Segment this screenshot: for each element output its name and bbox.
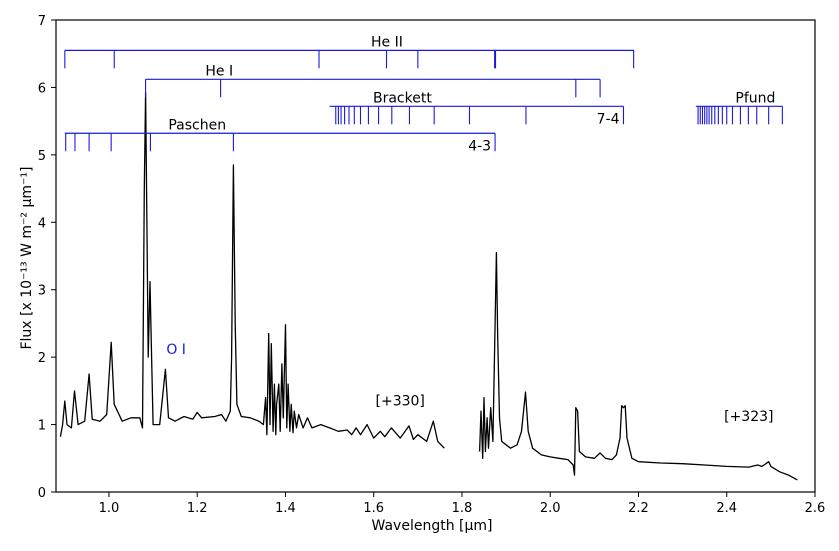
paschen-label: Paschen: [168, 117, 226, 133]
x-tick-label: 2.2: [628, 501, 649, 516]
plot-frame: [55, 19, 816, 493]
axes: 1.0 1.2 1.4 1.6 1.8 2.0 2.2 2.4 2.6 0 1 2 3 4 5 6 7: [38, 14, 826, 516]
y-tick-label: 6: [38, 81, 46, 96]
y-tick-label: 3: [38, 284, 46, 299]
y-axis-label: Flux [x 10⁻¹³ W m⁻² μm⁻¹]: [19, 166, 35, 349]
series-pfund: Pfund: [695, 90, 783, 125]
y-tick-label: 4: [38, 216, 46, 231]
x-tick-label: 2.4: [716, 501, 737, 516]
x-tick-label: 1.6: [363, 501, 384, 516]
x-tick-label: 1.8: [452, 501, 473, 516]
x-tick-label: 1.2: [187, 501, 208, 516]
he-i-label: He I: [205, 63, 233, 79]
he-ii-label: He II: [371, 34, 403, 50]
x-tick-label: 1.0: [99, 501, 120, 516]
oi-label: O I: [166, 342, 186, 358]
pfund-label: Pfund: [735, 90, 775, 106]
x-tick-label: 1.4: [275, 501, 296, 516]
paschen-transition-label: 4-3: [468, 138, 491, 154]
offset-annotation: [+330]: [376, 394, 425, 410]
y-tick-label: 1: [38, 419, 46, 434]
x-tick-label: 2.6: [805, 501, 826, 516]
spectrum-line-segment-2: [478, 251, 798, 481]
x-axis-label: Wavelength [μm]: [372, 518, 493, 534]
series-he-ii: He II: [64, 34, 635, 69]
series-brackett: Brackett 7-4: [329, 90, 625, 127]
spectrum-line-segment-1: [59, 92, 445, 449]
brackett-transition-label: 7-4: [597, 111, 620, 127]
series-paschen: Paschen 4-3: [64, 117, 496, 154]
y-tick-label: 7: [38, 14, 46, 29]
offset-annotation: [+323]: [724, 409, 773, 425]
y-tick-label: 2: [38, 351, 46, 366]
brackett-label: Brackett: [373, 90, 432, 106]
plot-area: He II He I Brackett 7-4 Pfund Paschen 4-3 O I [+…: [59, 34, 798, 481]
y-tick-label: 5: [38, 149, 46, 164]
series-he-i: He I: [145, 63, 601, 98]
y-tick-label: 0: [38, 486, 46, 501]
x-tick-label: 2.0: [540, 501, 561, 516]
